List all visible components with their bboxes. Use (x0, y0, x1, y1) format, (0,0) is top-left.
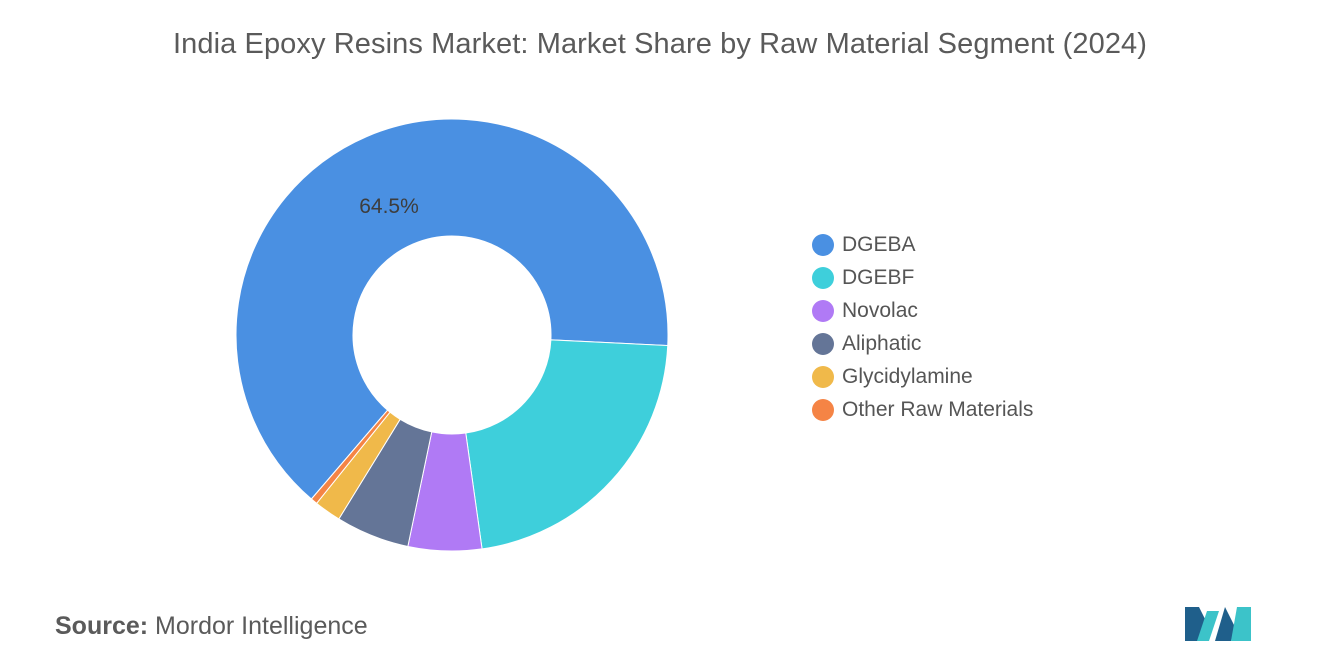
legend-item-novolac: Novolac (812, 294, 1033, 327)
legend-item-dgeba: DGEBA (812, 228, 1033, 261)
chart-title: India Epoxy Resins Market: Market Share … (172, 28, 1148, 60)
slice-dgeba (235, 118, 669, 500)
legend-marker (812, 398, 834, 421)
legend-item-other-raw-materials: Other Raw Materials (812, 393, 1033, 426)
legend-label: DGEBF (842, 265, 915, 289)
slice-other-raw-materials (310, 409, 391, 505)
legend-item-glycidylamine: Glycidylamine (812, 360, 1033, 393)
legend-label: Glycidylamine (842, 364, 973, 388)
chart-legend: DGEBA DGEBF Novolac Aliphatic Glycidylamine O… (812, 228, 1033, 426)
mordor-intelligence-logo-icon (1185, 607, 1251, 641)
legend-label: Other Raw Materials (842, 397, 1034, 421)
data-label-dgeba: 64.5% (359, 195, 419, 218)
legend-item-aliphatic: Aliphatic (812, 327, 1033, 360)
legend-marker (812, 365, 834, 388)
legend-item-dgebf: DGEBF (812, 261, 1033, 294)
source-label: Source: (55, 612, 149, 640)
legend-marker (812, 332, 834, 355)
logo-shape-mid-right (1215, 607, 1235, 641)
legend-label: DGEBA (842, 232, 916, 256)
source-text: Mordor Intelligence (155, 612, 368, 640)
legend-marker (812, 266, 834, 289)
logo-shape-right (1231, 607, 1251, 641)
slice-dgebf (465, 339, 669, 550)
legend-label: Aliphatic (842, 331, 922, 355)
source-note: Source: Mordor Intelligence (55, 612, 368, 641)
logo-shape-mid-left (1197, 611, 1219, 641)
legend-marker (812, 233, 834, 256)
legend-marker (812, 299, 834, 322)
legend-label: Novolac (842, 298, 918, 322)
